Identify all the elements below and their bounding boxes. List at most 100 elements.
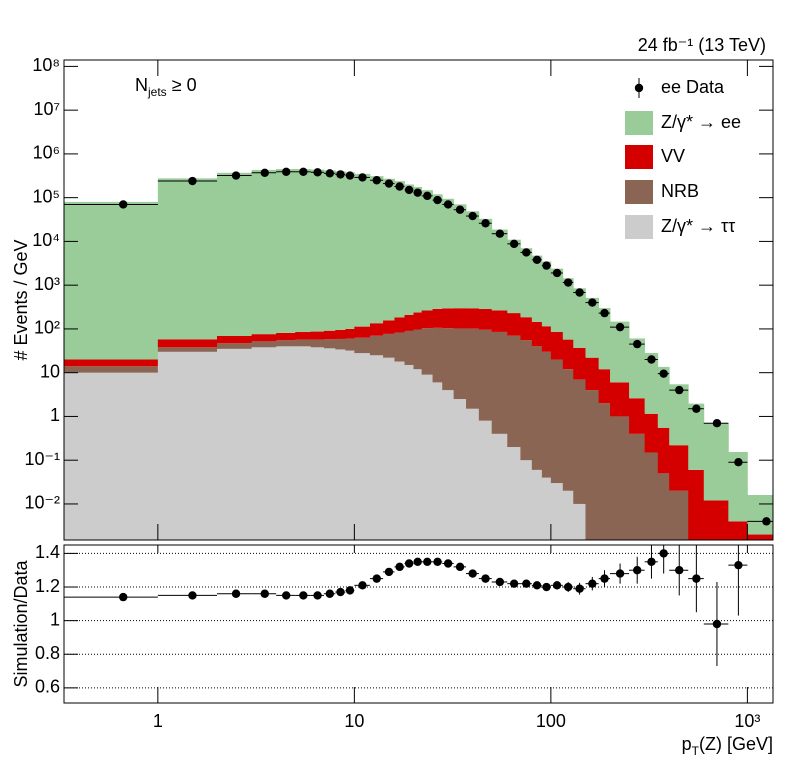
data-point (481, 219, 490, 228)
ratio-point (588, 579, 597, 588)
ratio-point (358, 581, 367, 590)
x-label-main: p (682, 734, 692, 754)
stack-bar (323, 330, 336, 340)
ratio-y-tick-label: 1.4 (35, 542, 60, 562)
data-point (358, 173, 367, 182)
legend-label: VV (661, 146, 685, 166)
stack-bar (491, 433, 508, 540)
data-point (647, 355, 656, 364)
stack-bar (413, 329, 423, 370)
stack-bar (728, 521, 748, 540)
stack-bar (466, 308, 480, 329)
stack-bar (217, 335, 253, 344)
ratio-point (509, 579, 519, 588)
annotation-sub: jets (147, 85, 167, 99)
data-point (345, 171, 355, 180)
stack-bar (157, 351, 218, 540)
ratio-point (433, 557, 442, 567)
stack-bar (688, 469, 705, 540)
ratio-point (455, 562, 465, 572)
stack-bar (585, 390, 600, 540)
stack-bar (251, 169, 277, 335)
ratio-point (231, 589, 241, 598)
data-point (372, 176, 381, 185)
stack-bar (644, 353, 659, 414)
stack-bar (531, 321, 543, 347)
ratio-point (647, 557, 656, 567)
stack-bar (421, 328, 433, 375)
stack-bar (491, 331, 508, 434)
stack-bar (507, 313, 521, 336)
stack-bar (404, 184, 414, 315)
stack-bar (703, 500, 729, 540)
ratio-point (413, 557, 422, 567)
data-point (188, 176, 197, 186)
stack-bar (491, 310, 508, 332)
stack-bar (310, 331, 325, 340)
stack-bar (453, 328, 467, 400)
stack-bar (598, 369, 611, 404)
ratio-y-axis-label: Simulation/Data (11, 559, 31, 687)
stack-bar (64, 372, 159, 540)
ratio-point (395, 562, 404, 572)
stack-bar (585, 297, 600, 358)
stack-bar (323, 348, 336, 540)
stack-bar (354, 353, 371, 540)
data-point (336, 170, 345, 179)
stack-bar (562, 490, 574, 540)
stack-bar (507, 239, 521, 314)
stack-bar (442, 390, 455, 540)
stack-bar (394, 361, 405, 540)
stack-bar (585, 357, 600, 391)
data-point (325, 169, 335, 178)
ratio-y-tick-label: 0.6 (35, 677, 60, 697)
data-point (433, 195, 442, 205)
legend-label: ee Data (661, 77, 725, 97)
data-point (712, 419, 722, 428)
x-label-rest: (Z) [GeV] (699, 734, 773, 754)
stack-bar (550, 359, 564, 484)
stack-bar (64, 359, 159, 367)
data-point (633, 339, 642, 349)
stack-bar (251, 334, 277, 342)
stack-bar (520, 340, 533, 461)
stack-bar (541, 326, 552, 352)
ratio-point (692, 574, 701, 583)
stack-bar (295, 332, 312, 340)
ratio-point (600, 574, 609, 583)
stack-bar (394, 332, 405, 362)
stack-bar (531, 255, 543, 322)
data-point (282, 167, 291, 176)
stack-bar (345, 350, 355, 540)
stack-bar (157, 347, 218, 352)
stack-bar (345, 172, 355, 329)
stack-bar (157, 339, 218, 348)
stack-bar (217, 172, 253, 336)
stack-bar (573, 379, 586, 504)
stack-bar (64, 201, 159, 360)
stack-bar (432, 308, 443, 328)
data-point (313, 168, 322, 177)
ratio-point (615, 569, 625, 578)
data-point (413, 188, 422, 197)
ratio-point (734, 560, 743, 570)
x-tick-label: 10 (344, 711, 364, 731)
stack-bar (310, 339, 325, 348)
legend-data-marker (634, 83, 644, 93)
ratio-point (481, 574, 490, 583)
ratio-point (260, 589, 269, 598)
stack-bar (421, 374, 433, 540)
stack-bar (383, 178, 395, 321)
stack-bar (478, 329, 493, 421)
data-point (455, 205, 465, 214)
stack-bar (562, 278, 574, 340)
data-point (443, 200, 453, 209)
stack-bar (629, 338, 646, 399)
stack-bar (345, 328, 355, 339)
stack-bar (394, 317, 405, 333)
y-tick-label: 10⁻¹ (24, 449, 60, 469)
stack-bar (345, 338, 355, 351)
stack-bar (295, 339, 312, 347)
data-point (299, 167, 308, 176)
stack-bar (295, 346, 312, 540)
